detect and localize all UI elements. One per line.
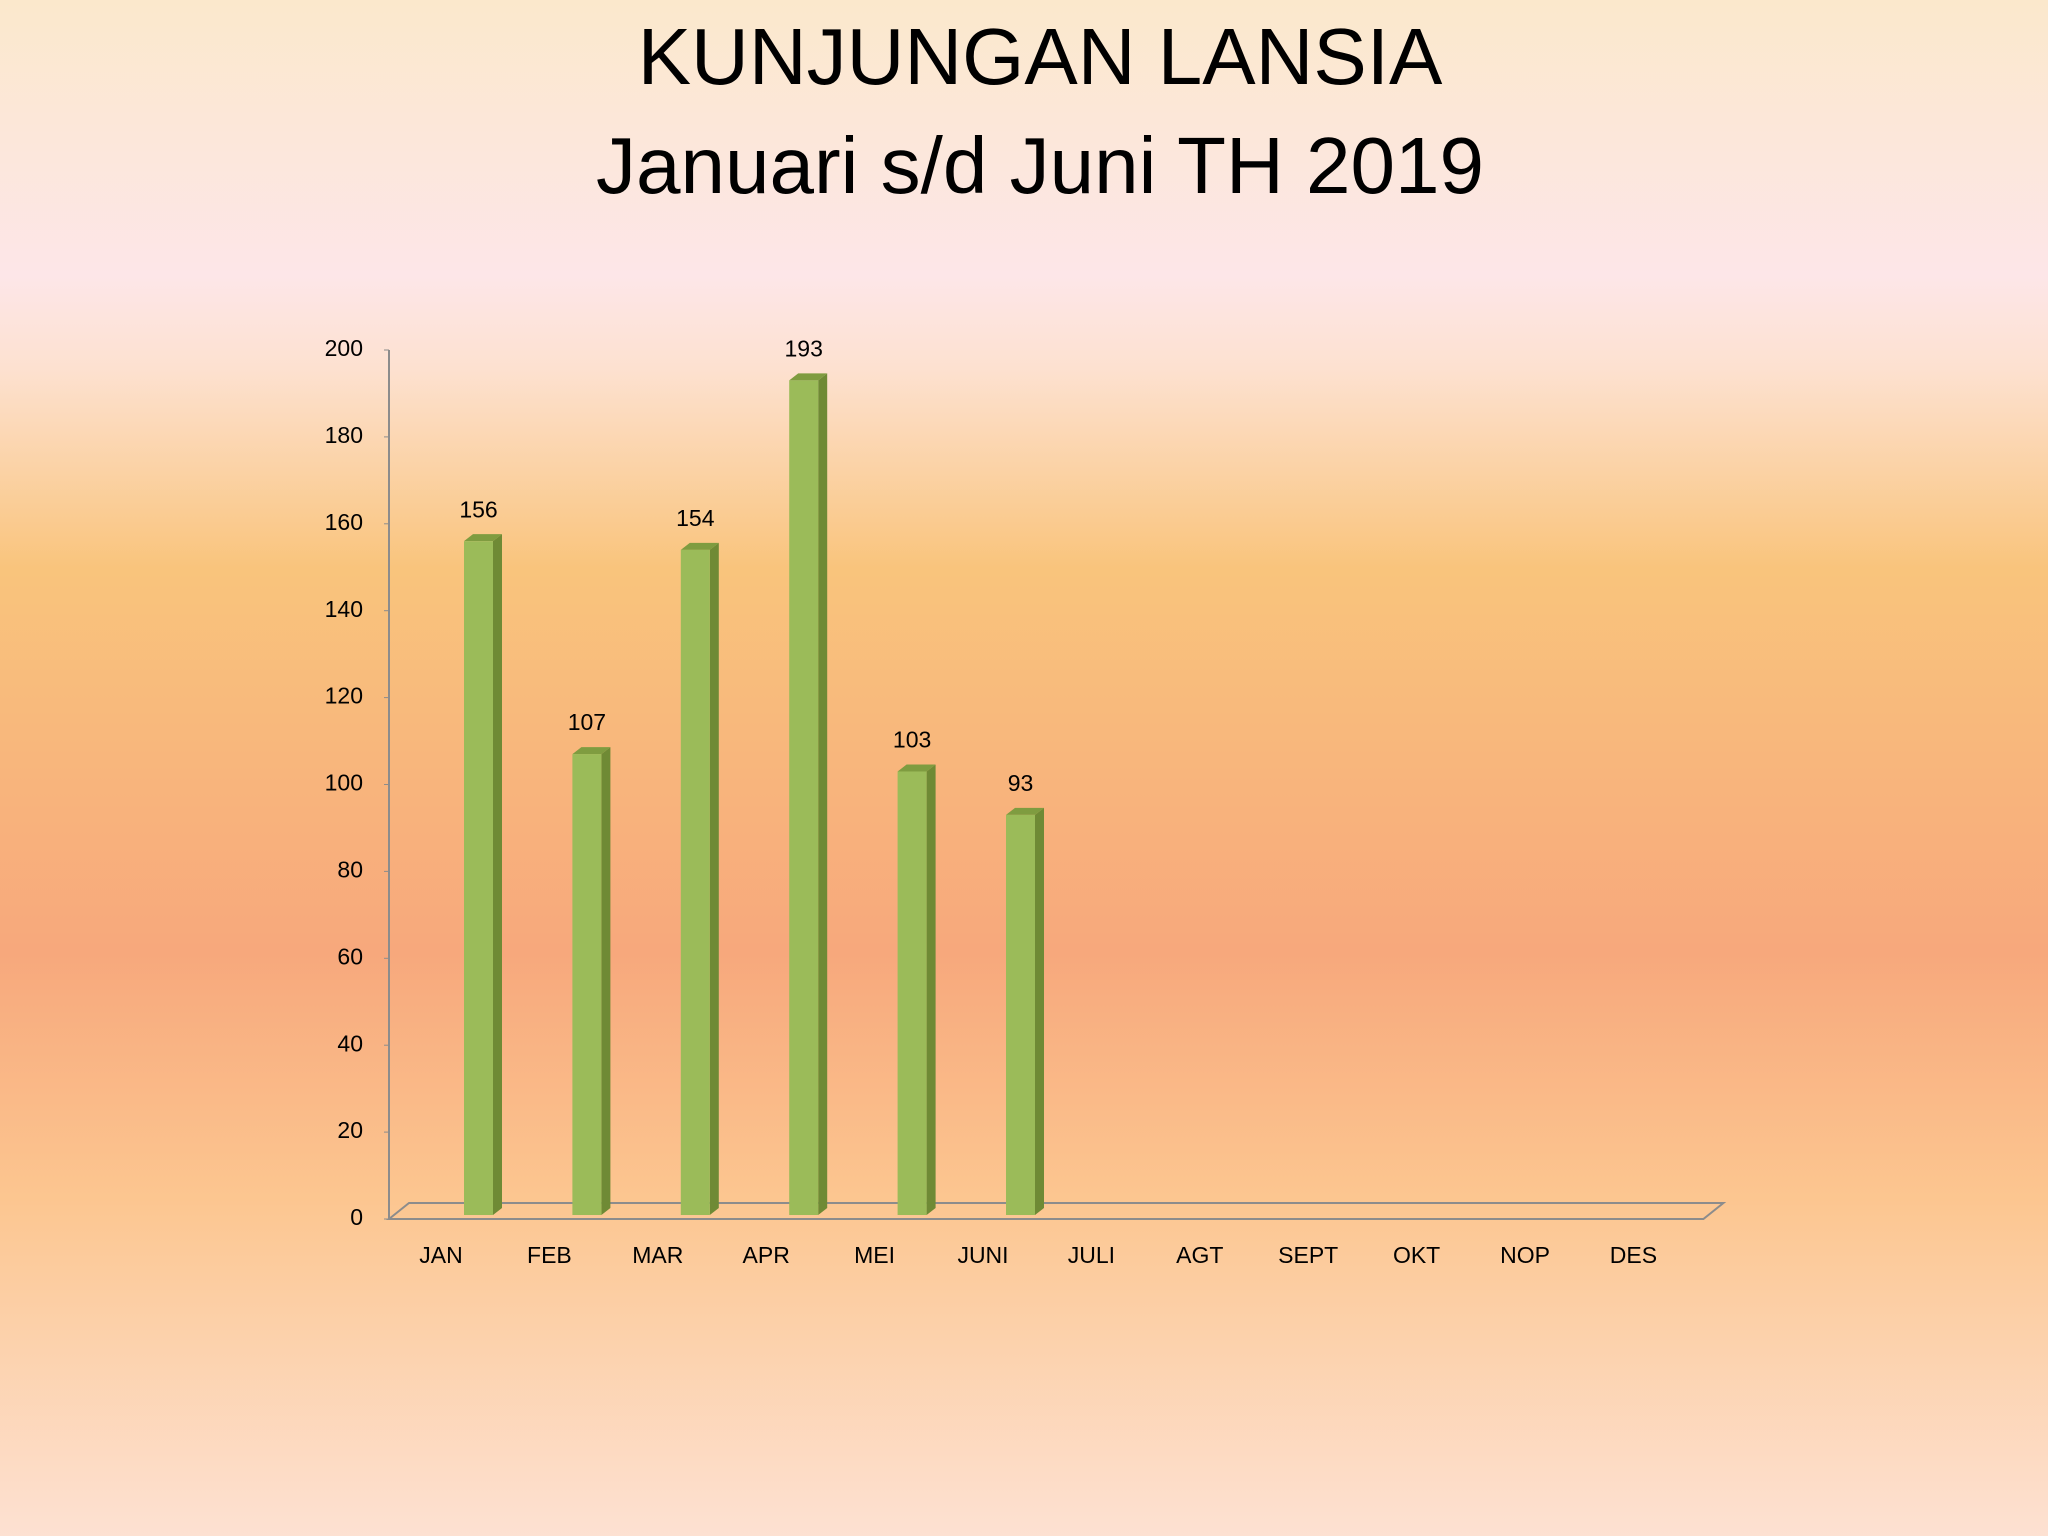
data-label: 154	[676, 505, 715, 531]
floor	[386, 1202, 1727, 1220]
bar-side	[493, 534, 502, 1215]
bar-top	[464, 534, 502, 542]
bar-side	[926, 764, 936, 1215]
y-tick-label: 40	[337, 1030, 363, 1056]
bar	[897, 771, 927, 1215]
bar	[1006, 814, 1035, 1215]
bar-side	[601, 747, 611, 1215]
data-label: 103	[893, 727, 931, 753]
y-tick-label: 200	[325, 335, 363, 361]
y-tick-label: 0	[350, 1204, 363, 1230]
bar-top	[789, 373, 828, 381]
data-label: 193	[785, 335, 823, 361]
y-tick-label: 120	[325, 683, 363, 709]
data-label: 93	[1008, 770, 1034, 796]
x-tick-label: APR	[743, 1242, 790, 1268]
bar	[572, 754, 602, 1215]
bar	[680, 549, 710, 1215]
data-label: 107	[568, 709, 606, 735]
chart-subtitle: Januari s/d Juni TH 2019	[596, 121, 1484, 210]
bar-top	[572, 747, 611, 755]
y-tick-label: 140	[325, 596, 363, 622]
x-tick-label: NOP	[1500, 1242, 1550, 1268]
y-tick-label: 180	[325, 422, 363, 448]
chart-title: KUNJUNGAN LANSIA	[638, 12, 1443, 101]
bar-top	[680, 542, 719, 550]
bar-top	[1006, 807, 1044, 815]
y-tick-label: 100	[325, 770, 363, 796]
x-tick-label: SEPT	[1278, 1242, 1338, 1268]
bar	[789, 380, 819, 1215]
bar	[464, 541, 493, 1215]
bar-side	[818, 373, 828, 1215]
x-tick-label: MAR	[632, 1242, 683, 1268]
x-tick-label: AGT	[1176, 1242, 1223, 1268]
x-tick-label: JULI	[1068, 1242, 1115, 1268]
y-tick-label: 80	[337, 856, 363, 882]
bar-side	[709, 542, 719, 1215]
x-tick-label: JUNI	[957, 1242, 1008, 1268]
x-tick-label: MEI	[854, 1242, 895, 1268]
y-tick-label: 60	[337, 943, 363, 969]
y-tick-label: 20	[337, 1117, 363, 1143]
data-label: 156	[459, 496, 497, 522]
y-tick-label: 160	[325, 509, 363, 535]
bar-side	[1035, 807, 1044, 1215]
x-tick-label: JAN	[419, 1242, 462, 1268]
x-tick-label: OKT	[1393, 1242, 1440, 1268]
x-tick-label: DES	[1610, 1242, 1657, 1268]
bar-top	[897, 764, 936, 772]
x-tick-label: FEB	[527, 1242, 572, 1268]
